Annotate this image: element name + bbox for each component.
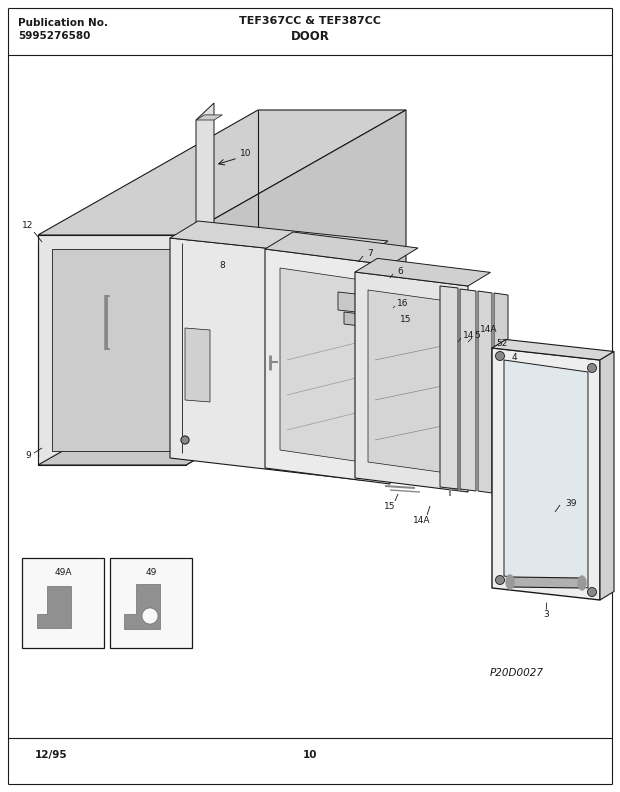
Text: 52: 52 bbox=[496, 340, 507, 348]
Text: 8: 8 bbox=[219, 261, 224, 269]
Text: 14A: 14A bbox=[480, 326, 497, 334]
Text: TEF367CC & TEF387CC: TEF367CC & TEF387CC bbox=[239, 16, 381, 26]
Polygon shape bbox=[37, 586, 71, 628]
Text: 5: 5 bbox=[474, 332, 480, 341]
Polygon shape bbox=[355, 272, 468, 492]
Polygon shape bbox=[510, 577, 582, 588]
Polygon shape bbox=[338, 292, 392, 316]
Text: DOOR: DOOR bbox=[291, 30, 329, 43]
Polygon shape bbox=[186, 110, 406, 465]
Circle shape bbox=[588, 588, 596, 596]
Polygon shape bbox=[440, 286, 458, 489]
Circle shape bbox=[181, 436, 189, 444]
Polygon shape bbox=[110, 558, 192, 648]
Text: 10: 10 bbox=[303, 750, 317, 760]
Polygon shape bbox=[492, 340, 614, 360]
Polygon shape bbox=[170, 238, 360, 480]
Ellipse shape bbox=[506, 575, 514, 589]
Polygon shape bbox=[478, 291, 492, 493]
Polygon shape bbox=[504, 360, 588, 588]
Text: 15: 15 bbox=[400, 315, 412, 325]
Text: Publication No.: Publication No. bbox=[18, 18, 108, 28]
Text: 12: 12 bbox=[22, 221, 33, 230]
Polygon shape bbox=[344, 312, 394, 330]
Text: P20D0027: P20D0027 bbox=[490, 668, 544, 678]
Text: 39: 39 bbox=[565, 498, 577, 508]
Polygon shape bbox=[22, 558, 104, 648]
Text: 49A: 49A bbox=[55, 568, 72, 577]
Text: 7: 7 bbox=[367, 249, 373, 257]
Polygon shape bbox=[355, 258, 490, 286]
Text: 14: 14 bbox=[463, 332, 474, 341]
Text: 15: 15 bbox=[384, 502, 396, 511]
Polygon shape bbox=[38, 340, 406, 465]
Polygon shape bbox=[170, 221, 388, 258]
Text: 12/95: 12/95 bbox=[35, 750, 68, 760]
Polygon shape bbox=[38, 235, 186, 465]
Circle shape bbox=[495, 352, 505, 360]
Text: 9: 9 bbox=[25, 451, 31, 459]
Text: 4: 4 bbox=[512, 353, 518, 363]
Polygon shape bbox=[280, 268, 375, 464]
Polygon shape bbox=[196, 115, 223, 120]
Polygon shape bbox=[196, 103, 214, 350]
Circle shape bbox=[142, 608, 158, 624]
Polygon shape bbox=[52, 249, 172, 451]
Polygon shape bbox=[494, 293, 508, 495]
Text: 5995276580: 5995276580 bbox=[18, 31, 91, 41]
Text: 16: 16 bbox=[397, 299, 409, 309]
Text: 3: 3 bbox=[543, 610, 549, 619]
Text: 10: 10 bbox=[240, 148, 252, 158]
Text: 14A: 14A bbox=[414, 516, 431, 525]
Polygon shape bbox=[600, 352, 614, 600]
Polygon shape bbox=[185, 328, 210, 402]
Polygon shape bbox=[38, 110, 406, 235]
Polygon shape bbox=[124, 584, 160, 629]
Circle shape bbox=[588, 364, 596, 372]
Polygon shape bbox=[265, 232, 418, 265]
Circle shape bbox=[495, 576, 505, 584]
Polygon shape bbox=[368, 290, 454, 474]
Polygon shape bbox=[460, 289, 476, 491]
Ellipse shape bbox=[578, 576, 586, 590]
Polygon shape bbox=[492, 348, 600, 600]
Polygon shape bbox=[265, 249, 390, 484]
Text: 49: 49 bbox=[145, 568, 157, 577]
Text: 6: 6 bbox=[397, 268, 403, 276]
